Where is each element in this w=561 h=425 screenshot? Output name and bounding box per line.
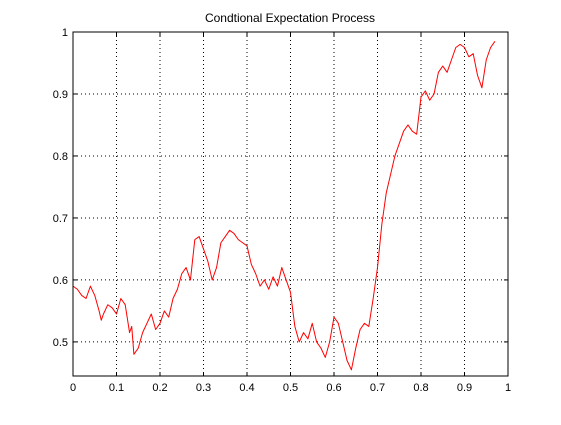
y-tick-label: 0.5 bbox=[53, 337, 68, 349]
x-tick-label: 0.5 bbox=[283, 382, 298, 394]
x-tick-label: 1 bbox=[505, 382, 511, 394]
y-tick-label: 1 bbox=[62, 27, 68, 39]
y-tick-label: 0.9 bbox=[53, 89, 68, 101]
y-tick-label: 0.6 bbox=[53, 275, 68, 287]
series-line-0 bbox=[72, 41, 496, 371]
x-tick-label: 0.7 bbox=[370, 382, 385, 394]
plot-area bbox=[72, 41, 496, 371]
chart-title: Condtional Expectation Process bbox=[205, 11, 375, 25]
x-tick-label: 0.9 bbox=[457, 382, 472, 394]
x-tick-label: 0.8 bbox=[413, 382, 428, 394]
x-tick-label: 0.2 bbox=[152, 382, 167, 394]
grid-lines bbox=[73, 32, 508, 376]
axis-ticks: 0 0.1 0.2 0.3 0.4 0.5 0.6 0.7 0.8 0.9 1 0.5 0.6 0.7 0.… bbox=[53, 27, 511, 394]
x-tick-label: 0.6 bbox=[326, 382, 341, 394]
y-tick-label: 0.8 bbox=[53, 151, 68, 163]
x-tick-label: 0 bbox=[70, 382, 76, 394]
x-tick-label: 0.4 bbox=[239, 382, 254, 394]
x-tick-label: 0.3 bbox=[196, 382, 211, 394]
x-tick-label: 0.1 bbox=[109, 382, 124, 394]
y-tick-label: 0.7 bbox=[53, 213, 68, 225]
